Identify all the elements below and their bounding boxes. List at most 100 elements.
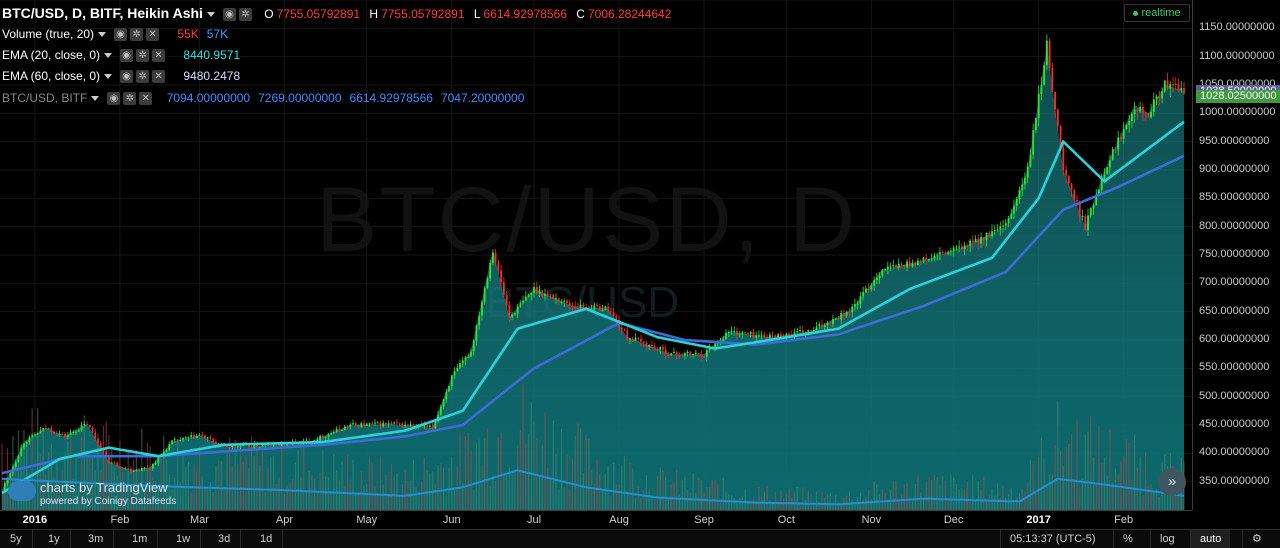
chart-area[interactable]: BTC/USD, D BTC/USD BTC/USD, D, BITF, Hei… <box>0 0 1192 510</box>
eye-icon[interactable]: ◉ <box>222 8 236 22</box>
volume-bar <box>780 490 782 510</box>
volume-bar <box>991 488 993 510</box>
compare-high: 7269.00000000 <box>258 91 342 105</box>
volume-bar <box>503 475 505 510</box>
candle-body <box>623 329 626 331</box>
close-icon[interactable]: ✕ <box>152 49 166 63</box>
candle-body <box>1169 84 1172 89</box>
chevron-down-icon[interactable] <box>98 31 107 37</box>
time-range-5y[interactable]: 5y <box>0 530 33 548</box>
volume-bar <box>226 453 228 510</box>
volume-bar <box>308 470 310 510</box>
volume-bar <box>936 477 938 510</box>
chevron-down-icon[interactable] <box>91 95 100 101</box>
volume-bar <box>259 465 261 510</box>
gear-icon[interactable]: ⚙ <box>1242 530 1271 548</box>
volume-bar <box>569 489 571 510</box>
series-title[interactable]: BTC/USD, D, BITF, Heikin Ashi <box>2 5 203 21</box>
gear-icon[interactable]: ✲ <box>130 28 144 42</box>
compare-name[interactable]: BTC/USD, BITF <box>2 91 88 105</box>
volume-bar <box>442 467 445 510</box>
chevron-down-icon[interactable] <box>104 52 113 58</box>
time-range-1d[interactable]: 1d <box>250 530 284 548</box>
auto-toggle[interactable]: auto <box>1190 530 1231 548</box>
compare-open: 7094.00000000 <box>166 91 251 105</box>
volume-bar <box>1065 446 1067 510</box>
candle-body <box>94 432 97 439</box>
percent-toggle[interactable]: % <box>1113 530 1142 548</box>
ema20-line <box>1 120 1185 495</box>
volume-bar <box>972 475 974 510</box>
volume-bar <box>1 443 3 510</box>
time-range-1w[interactable]: 1w <box>166 530 202 548</box>
candle-body <box>253 444 256 448</box>
volume-bar <box>533 421 535 510</box>
candle-body <box>31 434 34 437</box>
volume-name[interactable]: Volume (true, 20) <box>2 27 95 41</box>
candle-body <box>829 322 832 324</box>
candle-body <box>906 261 908 268</box>
eye-icon[interactable]: ◉ <box>120 49 134 63</box>
price-tick-label: 500.00000000 <box>1199 389 1270 402</box>
chevron-down-icon[interactable] <box>206 11 215 17</box>
gear-icon[interactable]: ✲ <box>123 92 137 106</box>
candle-body <box>86 424 88 426</box>
time-axis[interactable]: 2016 Feb Mar Apr May Jun Jul Aug Sep Oct Nov Dec 201… <box>0 510 1192 530</box>
time-range-3m[interactable]: 3m <box>78 530 115 548</box>
candle-body <box>810 330 812 332</box>
candle-body <box>642 341 645 343</box>
candle-body <box>69 432 72 435</box>
price-axis[interactable]: 350.00000000 400.00000000 450.00000000 500.… <box>1192 0 1280 510</box>
volume-bar <box>1134 434 1136 510</box>
candle-body <box>204 435 206 439</box>
volume-bar <box>697 477 700 510</box>
price-chart[interactable] <box>0 0 1192 510</box>
volume-bar <box>1139 456 1141 510</box>
eye-icon[interactable]: ◉ <box>114 28 128 42</box>
candle-body <box>316 440 319 442</box>
candle-body <box>228 446 231 448</box>
volume-bar <box>256 450 258 510</box>
time-tick-label: Dec <box>943 514 964 526</box>
candle-body <box>963 245 966 250</box>
volume-bar <box>840 503 842 510</box>
ema20-name[interactable]: EMA (20, close, 0) <box>2 48 101 62</box>
eye-icon[interactable]: ◉ <box>120 70 134 84</box>
gear-icon[interactable]: ✲ <box>238 8 252 22</box>
time-tick-label: Mar <box>189 514 209 526</box>
volume-bar <box>681 480 683 510</box>
volume-bar <box>922 497 925 510</box>
volume-bar <box>522 384 524 510</box>
volume-bar <box>917 474 919 510</box>
log-toggle[interactable]: log <box>1150 530 1184 548</box>
volume-bar <box>401 484 403 510</box>
gear-icon[interactable]: ✲ <box>136 70 150 84</box>
ema60-name[interactable]: EMA (60, close, 0) <box>2 69 101 83</box>
volume-bar <box>955 483 957 510</box>
close-icon[interactable]: ✕ <box>146 28 160 42</box>
volume-bar <box>234 440 236 510</box>
candle-body <box>77 430 80 432</box>
time-range-3d[interactable]: 3d <box>208 530 242 548</box>
volume-bar <box>486 428 489 510</box>
volume-bar <box>475 442 478 510</box>
candle-body <box>911 263 914 267</box>
volume-bar <box>481 464 483 510</box>
volume-bar <box>176 440 179 510</box>
candle-body <box>683 353 686 356</box>
close-icon[interactable]: ✕ <box>139 92 153 106</box>
close-icon[interactable]: ✕ <box>152 70 166 84</box>
double-chevron-right-icon[interactable]: » <box>1158 468 1186 496</box>
candle-body <box>796 330 799 333</box>
gear-icon[interactable]: ✲ <box>136 49 150 63</box>
eye-icon[interactable]: ◉ <box>107 92 121 106</box>
time-range-1m[interactable]: 1m <box>122 530 159 548</box>
candle-body <box>1065 169 1067 176</box>
candle-body <box>135 469 138 472</box>
candle-body <box>821 324 823 327</box>
time-range-1y[interactable]: 1y <box>38 530 71 548</box>
chevron-down-icon[interactable] <box>104 73 113 79</box>
candle-body <box>1040 84 1043 94</box>
price-tick-label: 450.00000000 <box>1199 418 1270 430</box>
volume-bar <box>237 464 239 510</box>
